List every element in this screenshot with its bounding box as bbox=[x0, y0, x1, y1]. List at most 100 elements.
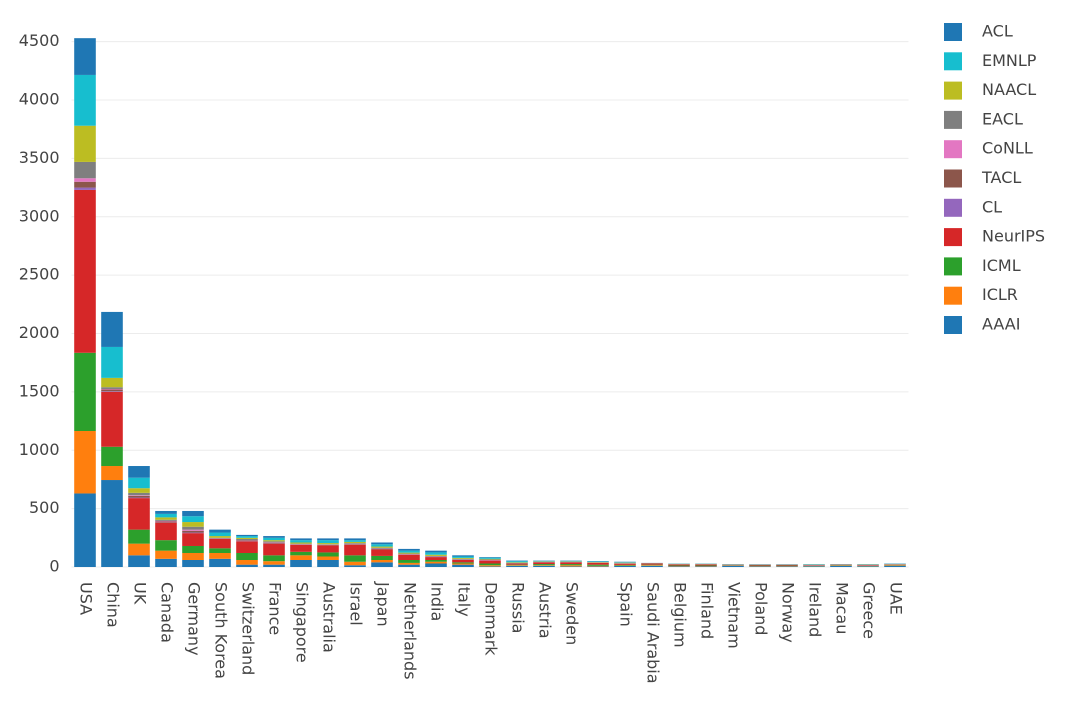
bar-segment bbox=[452, 558, 474, 559]
x-tick-label: Austria bbox=[536, 582, 555, 639]
bar-segment bbox=[479, 566, 501, 567]
bar-segment bbox=[236, 565, 258, 567]
legend-label: ICLR bbox=[982, 285, 1018, 304]
legend-swatch bbox=[944, 82, 962, 100]
bar-segment bbox=[263, 540, 285, 541]
bar-segment bbox=[236, 541, 258, 553]
legend-swatch bbox=[944, 170, 962, 188]
y-tick-label: 500 bbox=[29, 498, 60, 517]
bar-segment bbox=[425, 557, 447, 560]
x-tick-label: China bbox=[104, 582, 123, 628]
bar-segment bbox=[776, 566, 798, 567]
x-tick-label: Sweden bbox=[563, 582, 582, 645]
bar-segment bbox=[830, 566, 852, 567]
bar-segment bbox=[155, 523, 177, 541]
bar-segment bbox=[182, 530, 204, 531]
x-tick-label: Ireland bbox=[806, 582, 825, 637]
bar-segment bbox=[425, 556, 447, 557]
x-tick-label: Belgium bbox=[671, 582, 690, 648]
bar-segment bbox=[344, 555, 366, 561]
bar-segment bbox=[641, 565, 663, 566]
bar-segment bbox=[398, 565, 420, 567]
bar-segment bbox=[101, 390, 123, 392]
bar-segment bbox=[155, 521, 177, 522]
bar-segment bbox=[371, 549, 393, 555]
bar-segment bbox=[236, 536, 258, 538]
x-tick-label: Netherlands bbox=[401, 582, 420, 680]
bar-segment bbox=[290, 545, 312, 552]
bar-segment bbox=[641, 566, 663, 567]
bar-segment bbox=[506, 561, 528, 562]
bar-segment bbox=[479, 559, 501, 560]
bar-segment bbox=[803, 566, 825, 567]
bar-segment bbox=[425, 563, 447, 567]
bar-segment bbox=[479, 565, 501, 566]
bar-segment bbox=[668, 565, 690, 566]
x-tick-label: Macau bbox=[833, 582, 852, 634]
bar-segment bbox=[182, 522, 204, 527]
bar-segment bbox=[479, 557, 501, 558]
bar-segment bbox=[290, 538, 312, 540]
x-tick-label: UK bbox=[131, 582, 150, 605]
bar-segment bbox=[101, 389, 123, 390]
bar-segment bbox=[344, 542, 366, 543]
bar-segment bbox=[128, 555, 150, 567]
bar-segment bbox=[101, 347, 123, 378]
bar-segment bbox=[74, 182, 96, 188]
legend-swatch bbox=[944, 287, 962, 305]
x-tick-label: Poland bbox=[752, 582, 771, 635]
bar-segment bbox=[344, 540, 366, 542]
bar-segment bbox=[182, 516, 204, 522]
bar-segment bbox=[614, 565, 636, 566]
bar-segment bbox=[236, 538, 258, 539]
bar-segment bbox=[155, 551, 177, 559]
bar-segment bbox=[344, 544, 366, 545]
bar-segment bbox=[290, 552, 312, 556]
y-tick-label: 1000 bbox=[19, 440, 60, 459]
x-tick-label: USA bbox=[77, 582, 96, 615]
bar-segment bbox=[533, 565, 555, 566]
x-tick-label: Greece bbox=[860, 582, 879, 639]
legend-swatch bbox=[944, 316, 962, 334]
x-tick-label: India bbox=[428, 582, 447, 621]
bar-segment bbox=[128, 466, 150, 478]
bar-segment bbox=[209, 533, 231, 537]
bar-segment bbox=[479, 559, 501, 560]
bar-segment bbox=[74, 353, 96, 431]
y-tick-label: 1500 bbox=[19, 381, 60, 400]
bar-segment bbox=[452, 563, 474, 564]
bar-segment bbox=[155, 514, 177, 518]
bar-segment bbox=[479, 561, 501, 564]
x-tick-label: Israel bbox=[347, 582, 366, 626]
bar-segment bbox=[452, 555, 474, 556]
legend-label: ICML bbox=[982, 256, 1021, 275]
bar-segment bbox=[155, 517, 177, 519]
bar-segment bbox=[398, 553, 420, 554]
bar-segment bbox=[317, 540, 339, 543]
bar-segment bbox=[344, 565, 366, 567]
bar-segment bbox=[317, 538, 339, 540]
x-tick-label: Singapore bbox=[293, 582, 312, 663]
legend-label: ACL bbox=[982, 22, 1013, 41]
bar-segment bbox=[452, 559, 474, 560]
bar-segment bbox=[560, 564, 582, 565]
bar-segment bbox=[74, 190, 96, 353]
bar-segment bbox=[74, 38, 96, 75]
x-tick-label: Vietnam bbox=[725, 582, 744, 649]
bar-segment bbox=[371, 560, 393, 562]
bar-segment bbox=[317, 543, 339, 544]
bar-segment bbox=[290, 560, 312, 567]
bar-segment bbox=[263, 543, 285, 544]
bar-segment bbox=[74, 178, 96, 182]
bar-segment bbox=[749, 566, 771, 567]
bar-segment bbox=[371, 548, 393, 549]
legend-label: EACL bbox=[982, 109, 1023, 128]
bar-segment bbox=[155, 511, 177, 514]
bar-segment bbox=[695, 566, 717, 567]
bar-segment bbox=[209, 548, 231, 553]
bar-segment bbox=[128, 498, 150, 530]
y-tick-label: 2000 bbox=[19, 323, 60, 342]
bar-segment bbox=[641, 565, 663, 566]
bar-segment bbox=[749, 565, 771, 566]
bar-segment bbox=[128, 496, 150, 498]
